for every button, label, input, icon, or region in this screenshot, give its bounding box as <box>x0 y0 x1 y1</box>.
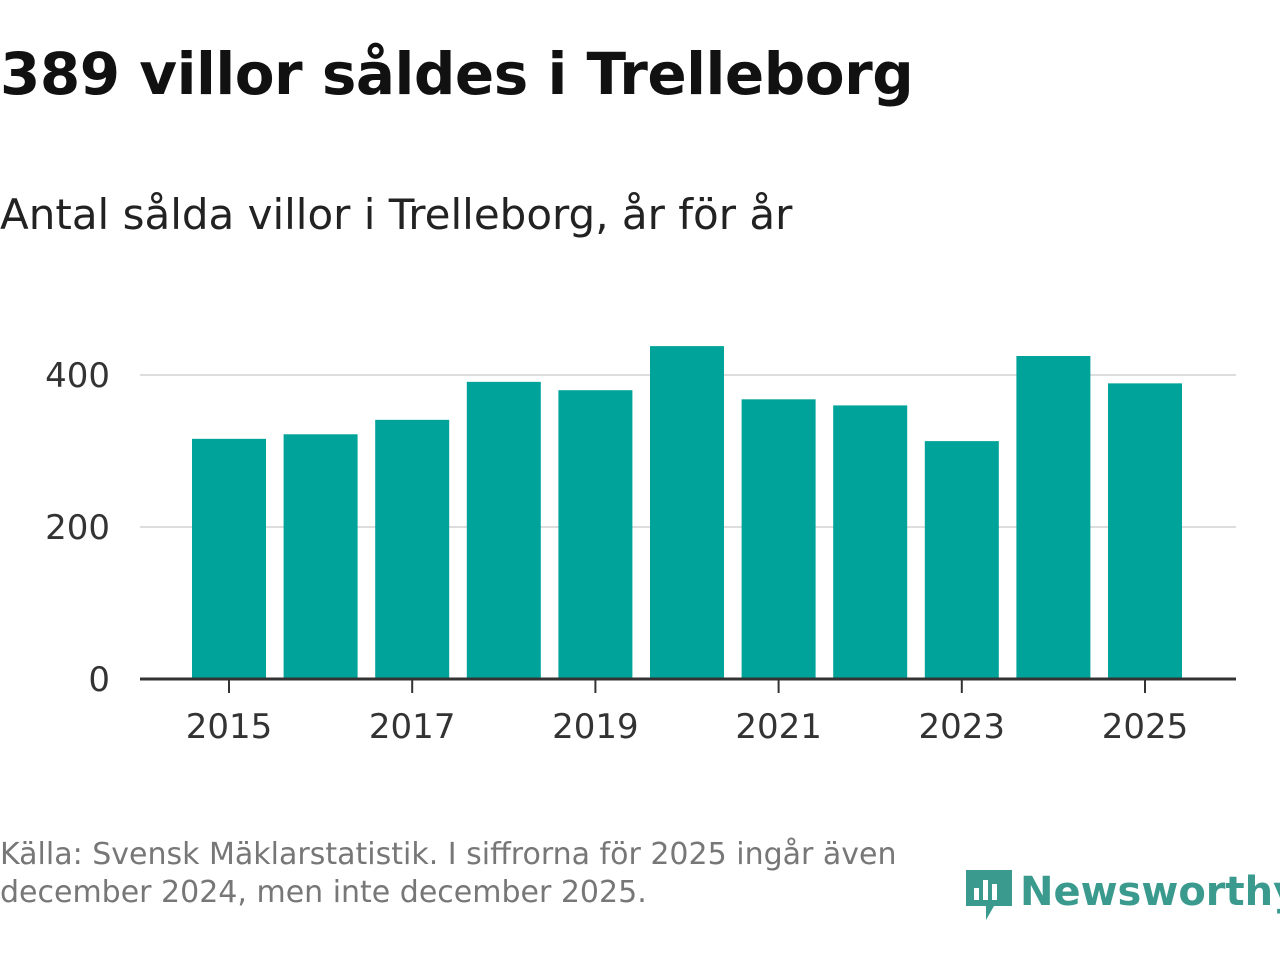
bar-2022 <box>833 405 908 679</box>
y-tick-label: 200 <box>45 508 110 548</box>
bar-2020 <box>650 346 724 679</box>
chart-subtitle: Antal sålda villor i Trelleborg, år för … <box>0 190 793 239</box>
bar-2021 <box>741 399 816 679</box>
chart-title: 389 villor såldes i Trelleborg <box>0 40 914 108</box>
x-tick-label: 2017 <box>369 707 456 747</box>
y-tick-label: 0 <box>88 660 110 700</box>
bar-2015 <box>192 438 266 679</box>
newsworthy-logo: Newsworthy <box>964 862 1280 922</box>
bar-2017 <box>375 419 450 679</box>
x-tick-label: 2015 <box>186 707 273 747</box>
bar-2023 <box>924 441 999 679</box>
bar-2025 <box>1108 383 1182 679</box>
bar-2019 <box>558 390 633 679</box>
x-tick-label: 2021 <box>735 707 822 747</box>
y-tick-label: 400 <box>45 356 110 396</box>
bar-2024 <box>1016 356 1091 679</box>
bar-2018 <box>466 381 541 679</box>
x-tick-label: 2019 <box>552 707 639 747</box>
bar-2016 <box>283 434 358 679</box>
newsworthy-logo-text: Newsworthy <box>1020 869 1280 915</box>
source-note: Källa: Svensk Mäklarstatistik. I siffror… <box>0 837 897 910</box>
newsworthy-logo-icon <box>966 870 1012 920</box>
x-tick-label: 2023 <box>919 707 1006 747</box>
x-tick-label: 2025 <box>1102 707 1189 747</box>
